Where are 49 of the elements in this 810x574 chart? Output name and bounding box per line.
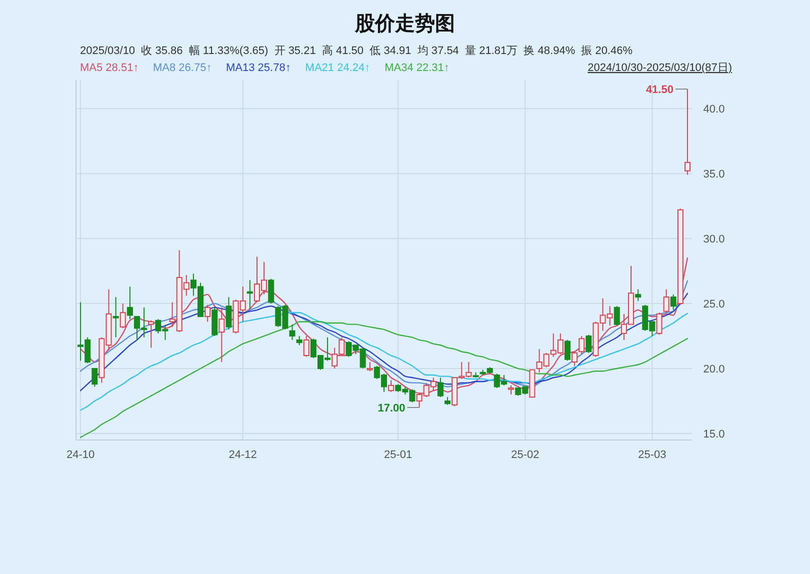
text: MA13 25.78↑ [226,62,291,74]
candlestick [226,296,232,330]
candlestick [656,312,662,336]
text: 2025/03/10 收 35.86 幅 11.33%(3.65) 开 35.21 高 41.50 低 34.91 均 37.54 量 21.81万 换 48.94% 振 20.46% [80,44,633,57]
candlestick [508,384,514,396]
line-series [80,321,688,438]
candlestick [204,304,211,322]
candlestick [366,362,373,372]
y-tick-label: 20.0 [703,363,725,376]
candlestick [586,334,592,354]
candlestick [578,336,585,355]
text: MA34 22.31↑ [384,62,450,74]
x-tick-label: 24-12 [228,449,257,461]
candlestick [112,296,119,338]
candlestick [126,286,133,320]
x-tick-label: 25-01 [384,449,412,461]
candlestick [120,303,126,329]
candlestick [564,339,570,362]
candlestick [572,351,578,366]
x-tick-label: 25-02 [511,449,540,461]
candlestick [218,306,225,363]
text: 2024/10/30-2025/03/10(87日) [588,62,732,74]
annotation: 17.00 [378,402,406,414]
y-tick-label: 30.0 [703,233,725,246]
candlestick [663,288,670,314]
candlestick [296,336,302,346]
y-tick-label: 35.0 [703,168,725,180]
candlestick [388,380,394,392]
y-tick-label: 15.0 [703,428,725,440]
x-tick-label: 25-03 [638,449,666,461]
text: MA5 28.51↑ [80,62,139,74]
chart-title: 股价走势图 [354,13,455,35]
candlestick [635,288,642,302]
text: MA21 24.24↑ [305,62,370,74]
annotation: 41.50 [646,84,674,96]
candlestick [289,324,296,340]
y-tick-label: 25.0 [703,298,725,310]
candlestick [684,88,690,176]
candlestick [670,294,676,311]
candlestick [303,336,310,358]
candlestick [268,278,274,304]
candlestick [437,377,444,398]
y-tick-label: 40.0 [703,103,725,116]
x-tick-label: 24-10 [66,449,95,461]
candlestick [92,368,98,388]
text: MA8 26.75↑ [153,62,212,74]
candlestick [614,306,620,326]
candlestick [148,320,154,348]
candlestick [246,280,253,310]
